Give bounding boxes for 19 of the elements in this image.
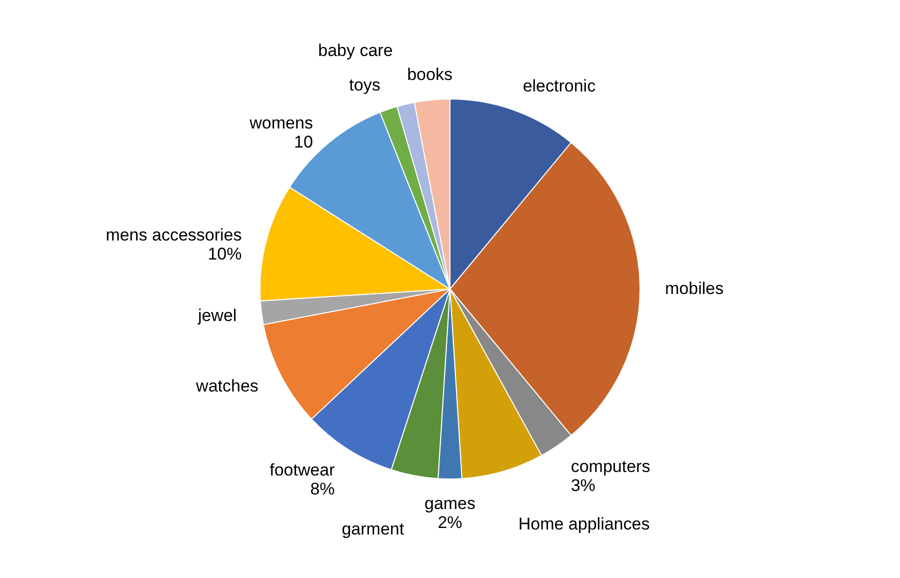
slice-label: footwear [270,460,336,480]
data-label: 10 [294,132,313,152]
slice-label: baby care [318,40,393,60]
slice-label: toys [349,76,380,95]
slice-label: electronic [522,76,596,96]
slice-label: mens accessories [106,226,242,245]
slice-label: jewel [196,306,237,325]
slice-label: womens [248,113,313,132]
data-label: 3% [570,476,596,495]
slice-label: books [407,64,452,84]
slice-label: watches [195,376,258,396]
data-label: 2% [438,513,462,532]
data-label: 8% [310,480,335,499]
slice-label: Home appliances [518,514,650,534]
slice-label: computers [570,456,650,476]
slice-label: garment [342,520,404,539]
data-label: 10% [208,244,242,264]
slice-label: games [424,494,476,513]
slice-label: mobiles [665,279,724,298]
